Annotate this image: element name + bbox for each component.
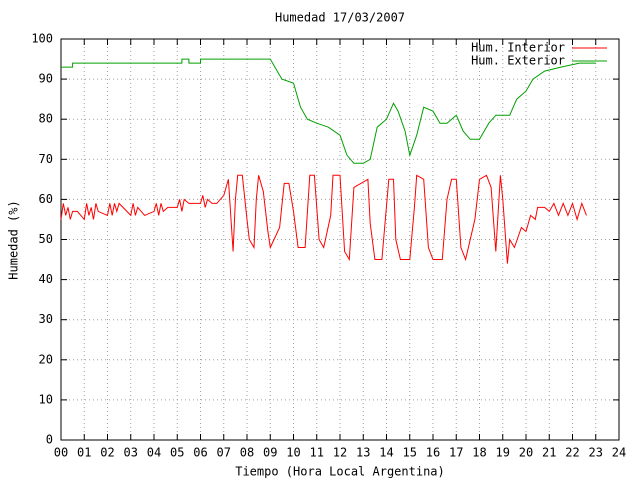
x-tick-label: 14 <box>379 446 393 460</box>
x-tick-label: 17 <box>449 446 463 460</box>
x-tick-label: 03 <box>124 446 138 460</box>
x-axis-label: Tiempo (Hora Local Argentina) <box>235 465 445 479</box>
x-tick-label: 10 <box>286 446 300 460</box>
x-tick-label: 20 <box>519 446 533 460</box>
x-tick-label: 11 <box>310 446 324 460</box>
x-tick-label: 09 <box>263 446 277 460</box>
x-tick-label: 24 <box>612 446 626 460</box>
legend-label: Hum. Exterior <box>471 54 565 68</box>
y-tick-label: 80 <box>39 112 53 126</box>
x-tick-label: 08 <box>240 446 254 460</box>
x-tick-label: 22 <box>565 446 579 460</box>
x-tick-label: 16 <box>426 446 440 460</box>
y-tick-label: 70 <box>39 152 53 166</box>
y-tick-label: 40 <box>39 272 53 286</box>
x-tick-label: 18 <box>472 446 486 460</box>
x-tick-label: 19 <box>496 446 510 460</box>
y-tick-label: 0 <box>46 433 53 447</box>
y-tick-label: 90 <box>39 72 53 86</box>
x-tick-label: 13 <box>356 446 370 460</box>
x-tick-label: 07 <box>217 446 231 460</box>
x-tick-label: 23 <box>589 446 603 460</box>
y-tick-label: 10 <box>39 392 53 406</box>
y-tick-label: 20 <box>39 352 53 366</box>
x-tick-label: 12 <box>333 446 347 460</box>
y-tick-label: 60 <box>39 192 53 206</box>
x-tick-label: 00 <box>54 446 68 460</box>
data-line <box>60 174 587 264</box>
x-tick-label: 21 <box>542 446 556 460</box>
data-line <box>61 58 596 164</box>
legend-label: Hum. Interior <box>471 41 565 55</box>
y-tick-label: 30 <box>39 312 53 326</box>
x-tick-label: 04 <box>147 446 161 460</box>
chart-title: Humedad 17/03/2007 <box>275 11 405 25</box>
y-axis-label: Humedad (%) <box>7 200 21 279</box>
x-tick-label: 02 <box>100 446 114 460</box>
y-tick-label: 50 <box>39 232 53 246</box>
x-tick-label: 01 <box>77 446 91 460</box>
x-tick-label: 15 <box>403 446 417 460</box>
x-tick-label: 05 <box>170 446 184 460</box>
y-tick-label: 100 <box>31 32 53 46</box>
plot-border <box>60 38 620 441</box>
x-tick-label: 06 <box>193 446 207 460</box>
